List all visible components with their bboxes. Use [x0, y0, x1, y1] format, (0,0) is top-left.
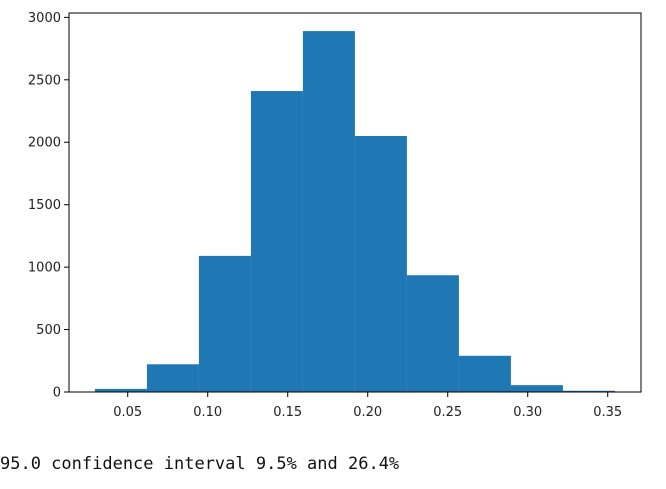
y-tick-label: 2000: [28, 136, 61, 151]
y-axis-ticks: 0 500 1000 1500 2000 2500 3000: [28, 11, 69, 401]
x-tick-label: 0.25: [433, 405, 462, 420]
histogram-bar-10: [562, 390, 615, 392]
x-tick-label: 0.15: [273, 405, 302, 420]
x-tick-label: 0.05: [113, 405, 142, 420]
y-tick-label: 3000: [28, 11, 61, 26]
x-axis-ticks: 0.05 0.10 0.15 0.20 0.25 0.30 0.35: [113, 392, 622, 420]
histogram-bar-6: [354, 136, 407, 392]
histogram-bar-7: [406, 275, 459, 392]
histogram-bar-4: [250, 91, 303, 392]
x-tick-label: 0.10: [193, 405, 222, 420]
x-tick-label: 0.20: [353, 405, 382, 420]
histogram-bars: [94, 31, 615, 392]
histogram-bar-9: [510, 385, 563, 392]
y-tick-label: 0: [53, 386, 61, 401]
histogram-bar-5: [302, 31, 355, 392]
y-tick-label: 500: [36, 323, 61, 338]
confidence-interval-output: 95.0 confidence interval 9.5% and 26.4%: [0, 454, 400, 474]
axes-frame: [68, 12, 642, 393]
histogram-bar-2: [146, 364, 199, 392]
y-tick-label: 1500: [28, 198, 61, 213]
x-tick-label: 0.30: [513, 405, 542, 420]
histogram-bar-3: [198, 255, 251, 392]
histogram-bar-1: [94, 388, 147, 392]
y-tick-label: 1000: [28, 261, 61, 276]
histogram-bar-8: [458, 355, 511, 392]
histogram-chart: 0 500 1000 1500 2000 2500 3000 0.05 0.10 0.15 0.2…: [28, 11, 642, 420]
x-tick-label: 0.35: [593, 405, 622, 420]
y-tick-label: 2500: [28, 73, 61, 88]
